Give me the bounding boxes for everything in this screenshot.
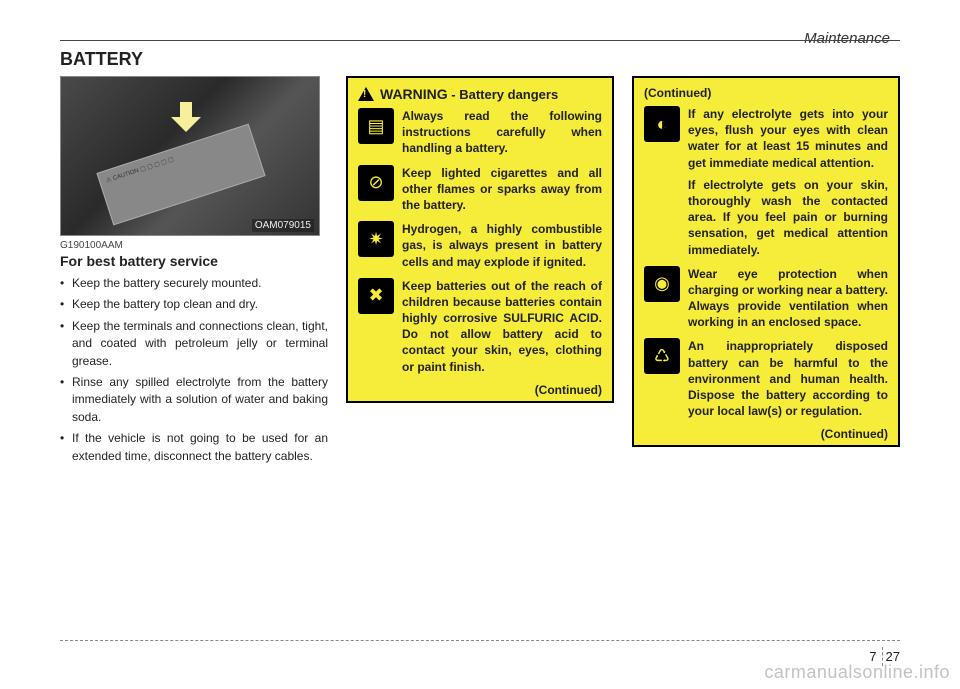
dispose-icon: ♺ <box>644 338 680 374</box>
continued-label: (Continued) <box>644 427 888 441</box>
warning-item: ▤ Always read the following instructions… <box>358 108 602 157</box>
warning-item: ✖ Keep batteries out of the reach of chi… <box>358 278 602 375</box>
header-rule <box>60 40 900 41</box>
list-item: Keep the battery securely mounted. <box>60 275 328 292</box>
warning-item: ♺ An inappropriately disposed battery ca… <box>644 338 888 419</box>
subheading: For best battery service <box>60 253 328 269</box>
warning-title-prefix: WARNING <box>380 86 448 102</box>
warning-text: An inappropriately disposed battery can … <box>688 338 888 419</box>
reference-code: G190100AAM <box>60 240 328 251</box>
warning-text: Always read the following instructions c… <box>402 108 602 157</box>
footer-rule <box>60 640 900 641</box>
watermark: carmanualsonline.info <box>764 662 950 683</box>
warning-text: Keep lighted cigarettes and all other fl… <box>402 165 602 214</box>
explosion-icon: ✷ <box>358 221 394 257</box>
warning-title-suffix: - Battery dangers <box>448 87 559 102</box>
warning-text: Wear eye protection when charging or wor… <box>688 266 888 331</box>
page-title: BATTERY <box>60 49 900 70</box>
column-middle: WARNING - Battery dangers ▤ Always read … <box>346 76 614 469</box>
manual-page: Maintenance BATTERY ⚠ CAUTION ▢ ▢ ▢ ▢ ▢ … <box>0 0 960 689</box>
warning-text-p2: If electrolyte gets on your skin, thorou… <box>688 177 888 258</box>
content-columns: ⚠ CAUTION ▢ ▢ ▢ ▢ ▢ OAM079015 G190100AAM… <box>60 76 900 469</box>
service-bullet-list: Keep the battery securely mounted. Keep … <box>60 275 328 465</box>
keep-away-icon: ✖ <box>358 278 394 314</box>
battery-photo: ⚠ CAUTION ▢ ▢ ▢ ▢ ▢ OAM079015 <box>60 76 320 236</box>
warning-item: ✷ Hydrogen, a highly combustible gas, is… <box>358 221 602 270</box>
arrow-indicator-icon <box>171 102 201 132</box>
continued-top-label: (Continued) <box>644 86 888 100</box>
eye-wash-icon: ◐ <box>644 106 680 142</box>
continued-label: (Continued) <box>358 383 602 397</box>
warning-triangle-icon <box>358 87 374 101</box>
list-item: Rinse any spilled electrolyte from the b… <box>60 374 328 426</box>
warning-text: Hydrogen, a highly combustible gas, is a… <box>402 221 602 270</box>
list-item: Keep the battery top clean and dry. <box>60 296 328 313</box>
warning-item: ◉ Wear eye protection when charging or w… <box>644 266 888 331</box>
column-right: (Continued) ◐ If any electrolyte gets in… <box>632 76 900 469</box>
column-left: ⚠ CAUTION ▢ ▢ ▢ ▢ ▢ OAM079015 G190100AAM… <box>60 76 328 469</box>
goggles-icon: ◉ <box>644 266 680 302</box>
warning-item: ⊘ Keep lighted cigarettes and all other … <box>358 165 602 214</box>
image-code: OAM079015 <box>252 219 314 232</box>
battery-label-plate: ⚠ CAUTION ▢ ▢ ▢ ▢ ▢ <box>96 124 265 226</box>
no-flame-icon: ⊘ <box>358 165 394 201</box>
warning-text-p1: If any electrolyte gets into your eyes, … <box>688 106 888 171</box>
warning-text: Keep batteries out of the reach of child… <box>402 278 602 375</box>
list-item: If the vehicle is not going to be used f… <box>60 430 328 465</box>
warning-text: If any electrolyte gets into your eyes, … <box>688 106 888 258</box>
manual-icon: ▤ <box>358 108 394 144</box>
warning-box-2: (Continued) ◐ If any electrolyte gets in… <box>632 76 900 447</box>
list-item: Keep the terminals and connections clean… <box>60 318 328 370</box>
warning-box-1: WARNING - Battery dangers ▤ Always read … <box>346 76 614 403</box>
section-header: Maintenance <box>804 30 890 47</box>
warning-item: ◐ If any electrolyte gets into your eyes… <box>644 106 888 258</box>
warning-title: WARNING - Battery dangers <box>358 86 602 102</box>
